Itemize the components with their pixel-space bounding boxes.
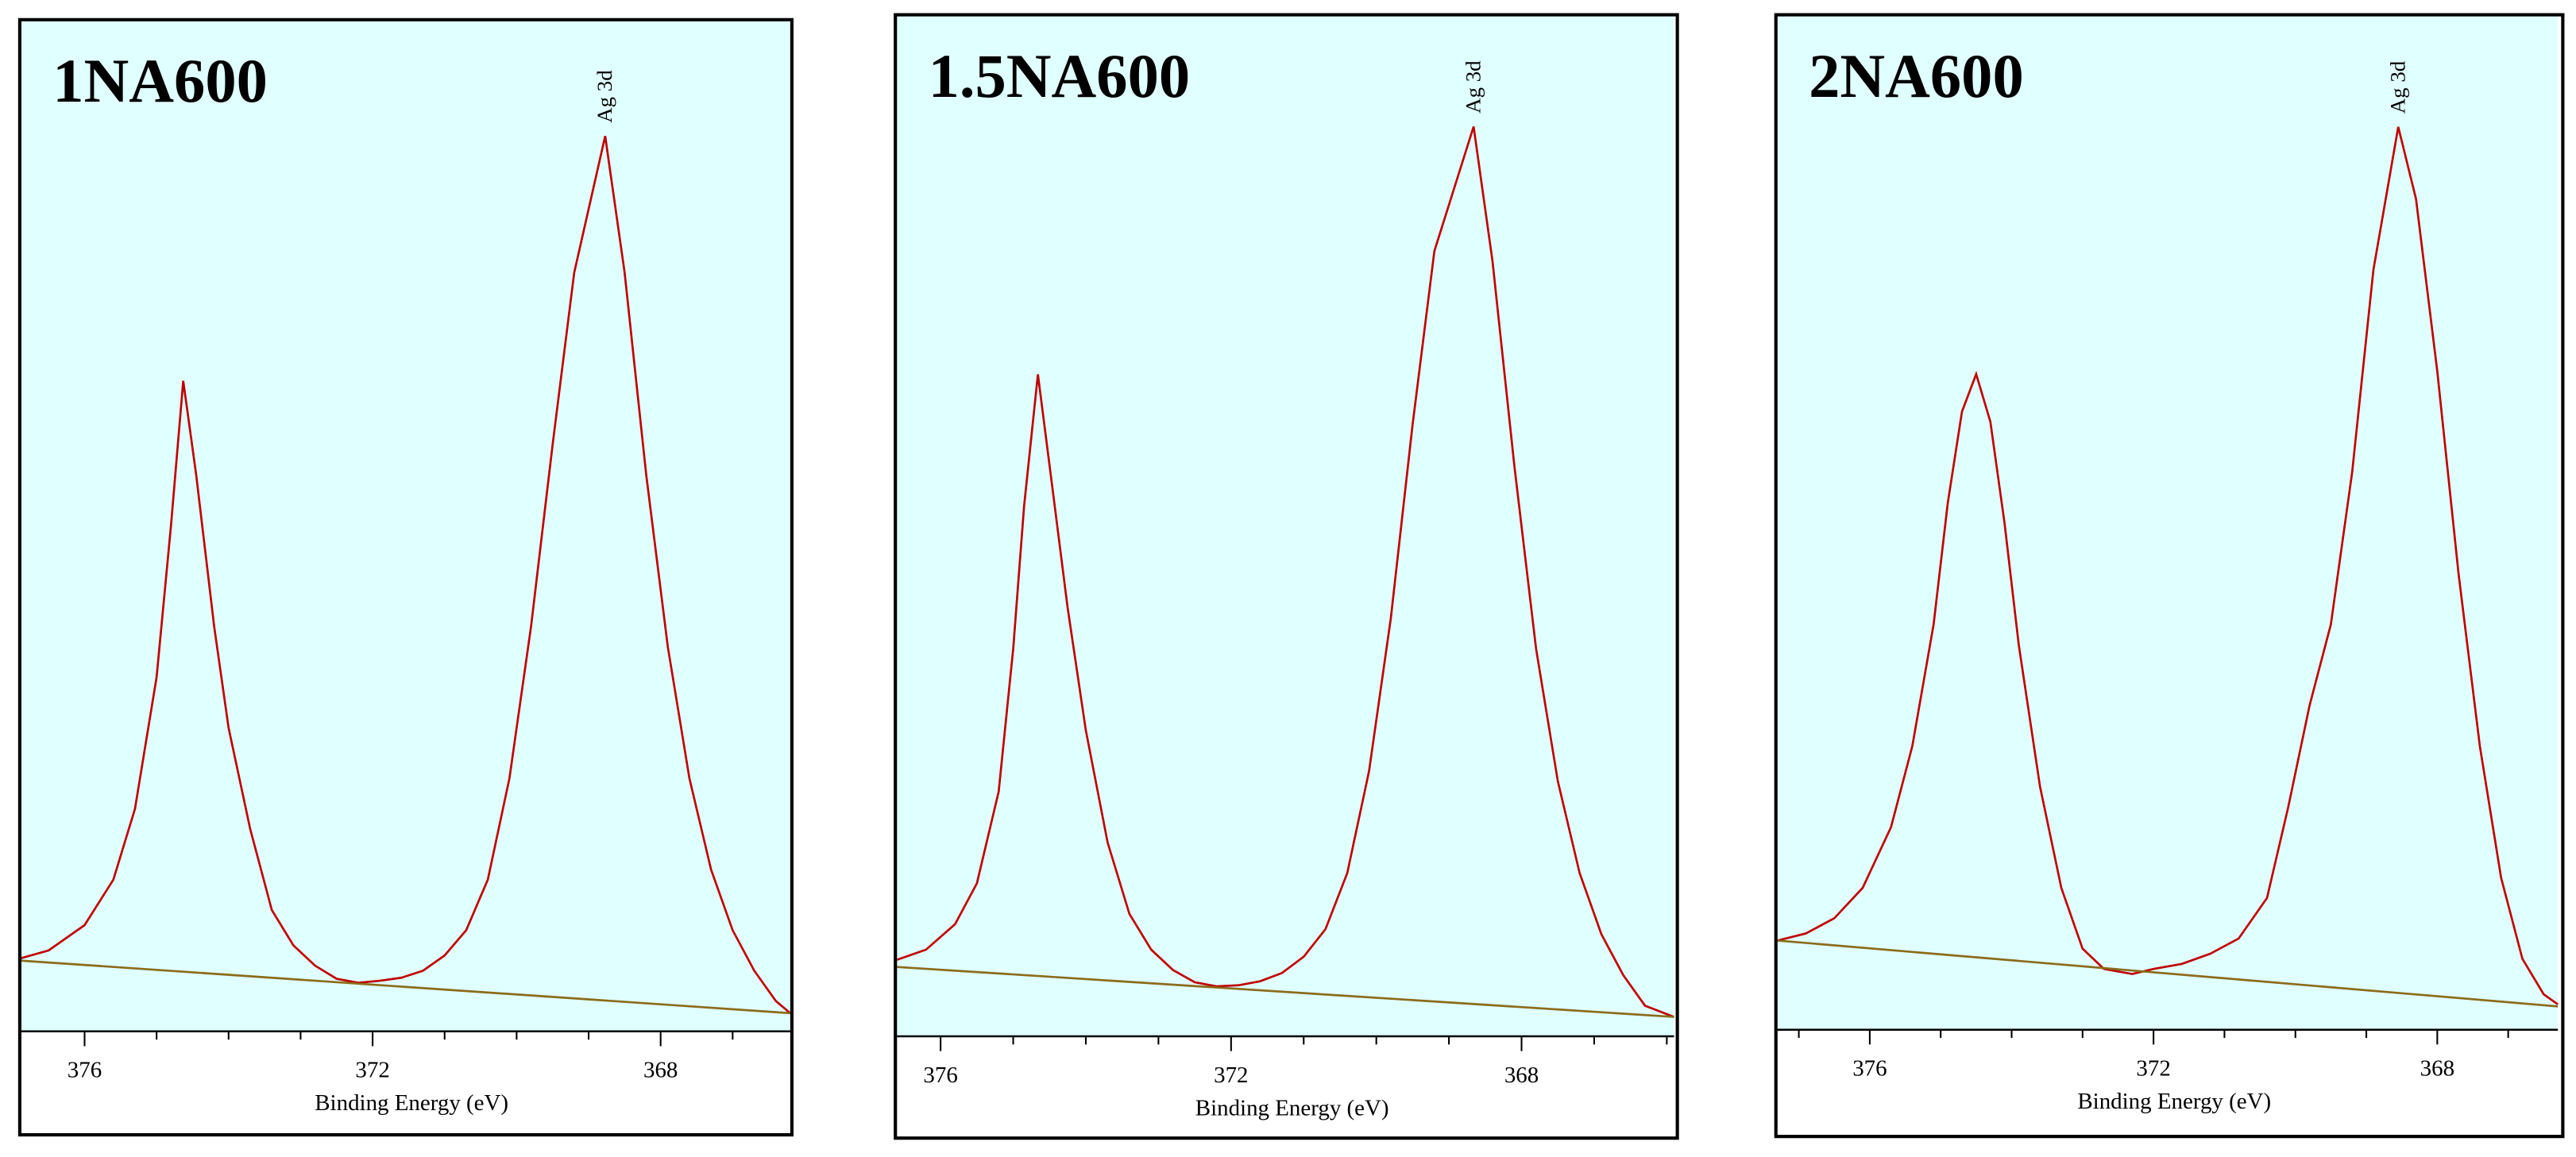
plot-background	[1777, 16, 2559, 1030]
x-tick-label: 376	[923, 1063, 957, 1088]
chart-title: 2NA600	[1809, 41, 2024, 110]
peak-annotation: Ag 3d	[1461, 60, 1485, 114]
x-tick-label: 372	[1214, 1063, 1248, 1088]
x-axis-label: Binding Energy (eV)	[2077, 1089, 2271, 1114]
spectrum-line	[896, 125, 1674, 1018]
panel-frame	[1774, 13, 2565, 1139]
panel-frame	[894, 13, 1679, 1140]
background-line	[897, 966, 1674, 1018]
chart-title: 1NA600	[52, 46, 268, 115]
x-tick-label: 368	[1504, 1063, 1539, 1088]
peak-annotation: Ag 3d	[2386, 60, 2410, 114]
x-tick-label: 368	[2420, 1056, 2454, 1082]
x-tick-label: 376	[1852, 1056, 1887, 1082]
x-tick-label: 372	[355, 1058, 389, 1083]
x-axis-label: Binding Energy (eV)	[1195, 1095, 1389, 1120]
spectrum-line	[1777, 126, 2559, 1005]
x-axis-label: Binding Energy (eV)	[315, 1090, 508, 1116]
background-line	[1777, 939, 2559, 1008]
panel-frame	[17, 17, 794, 1137]
peak-annotation: Ag 3d	[593, 70, 616, 123]
x-tick-label: 376	[68, 1058, 102, 1083]
chart-title: 1.5NA600	[929, 41, 1191, 110]
background-line	[19, 959, 790, 1015]
plot-background	[897, 16, 1674, 1036]
spectrum-line	[19, 136, 791, 1014]
x-tick-label: 368	[643, 1058, 678, 1083]
x-tick-label: 372	[2136, 1056, 2170, 1082]
plot-background	[19, 19, 790, 1032]
